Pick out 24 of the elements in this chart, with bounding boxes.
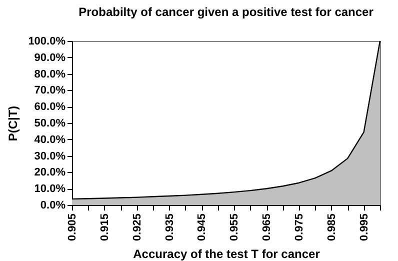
- y-tick-label: 70.0%: [34, 84, 66, 97]
- x-tick-label: 0.925: [131, 214, 144, 242]
- y-tick-label: 80.0%: [34, 68, 66, 80]
- x-axis-title: Accuracy of the test T for cancer: [133, 247, 320, 261]
- x-tick-label: 0.935: [164, 214, 176, 242]
- y-tick-label: 0.0%: [40, 200, 66, 212]
- y-tick-label: 50.0%: [34, 118, 66, 130]
- y-tick-label: 90.0%: [34, 52, 66, 64]
- x-tick-label: 0.985: [326, 214, 338, 242]
- chart-title: Probabilty of cancer given a positive test for cancer: [78, 5, 374, 19]
- x-tick-label: 0.945: [196, 214, 208, 242]
- x-tick-label: 0.965: [261, 214, 274, 242]
- y-tick-label: 40.0%: [34, 134, 66, 146]
- y-tick-label: 20.0%: [34, 166, 66, 179]
- y-tick-label: 60.0%: [34, 101, 66, 114]
- x-tick-label: 0.915: [98, 214, 111, 242]
- y-tick-label: 100.0%: [28, 36, 66, 48]
- y-tick-label: 10.0%: [34, 183, 66, 196]
- y-tick-label: 30.0%: [34, 150, 66, 162]
- x-tick-label: 0.995: [358, 214, 370, 242]
- y-axis-title: P(C|T): [6, 106, 20, 142]
- x-tick-label: 0.905: [66, 214, 78, 242]
- x-tick-label: 0.975: [293, 214, 306, 242]
- x-tick-label: 0.955: [228, 214, 241, 242]
